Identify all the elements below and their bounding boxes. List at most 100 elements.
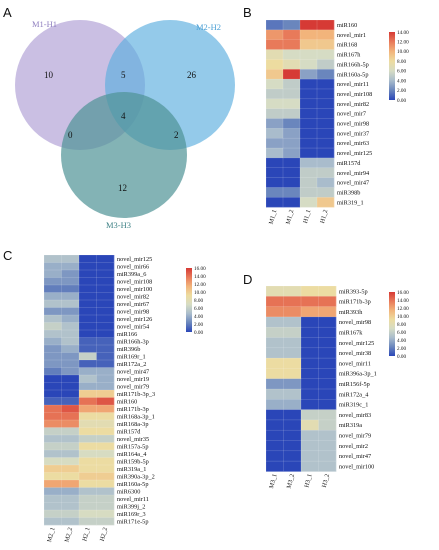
heatmap-c-color-legend (186, 268, 192, 332)
heatmap-d-cell (266, 430, 284, 441)
heatmap-b-cell (266, 29, 284, 40)
heatmap-d-legend-tick: 2.00 (397, 346, 406, 352)
heatmap-c-cell (61, 510, 80, 518)
heatmap-d-row-label: miR393-5p (339, 288, 368, 295)
heatmap-b-legend-tick: 6.00 (397, 69, 406, 75)
venn-label-m1-h1: M1-H1 (32, 19, 57, 29)
heatmap-d-legend-tick: 8.00 (397, 322, 406, 328)
heatmap-d-cell (318, 419, 337, 431)
heatmap-c-cell (61, 330, 80, 338)
heatmap-b-cell (317, 157, 335, 169)
heatmap-d-cell (318, 389, 337, 400)
heatmap-c-cell (79, 307, 97, 316)
heatmap-c-row-label: miR157d (117, 428, 141, 435)
heatmap-c-cell (44, 382, 62, 391)
heatmap-d-cell (266, 440, 284, 452)
heatmap-c-cell (61, 397, 80, 406)
heatmap-b-cell (300, 39, 318, 50)
heatmap-b: miR160 novel_mir1 miR168 miR167h miR166h-5p m… (265, 19, 409, 225)
heatmap-b-cell (266, 197, 284, 208)
heatmap-d-cell (301, 378, 319, 390)
heatmap-c-row-label: miR171b-3p (117, 406, 149, 413)
heatmap-b-cell (266, 49, 284, 60)
heatmap-d-cell (301, 440, 319, 452)
heatmap-c-cell (79, 360, 97, 368)
heatmap-c-row-label: miR169r_3 (117, 511, 146, 518)
heatmap-c-cell (96, 375, 115, 383)
heatmap-c-cell (44, 510, 62, 518)
venn-label-m2-h2: M2-H2 (196, 22, 221, 32)
heatmap-c-cell (61, 517, 80, 526)
heatmap-b-cell (266, 69, 284, 80)
heatmap-c-cell (44, 300, 62, 308)
heatmap-c-cell (96, 457, 115, 466)
heatmap-c-cell (79, 285, 97, 293)
heatmap-c-cell (79, 345, 97, 353)
heatmap-c-cell (96, 390, 115, 398)
heatmap-b-cell (317, 39, 335, 50)
heatmap-c-cell (44, 465, 62, 473)
heatmap-d-row-label: miR171b-3p (339, 299, 371, 306)
heatmap-c-cell (61, 487, 80, 496)
heatmap-d-cell (318, 368, 337, 379)
heatmap-d-cell (283, 296, 302, 307)
heatmap-c-cell (44, 255, 62, 263)
heatmap-b-row-label: novel_mir108 (337, 91, 372, 98)
heatmap-d-cell (266, 296, 284, 307)
heatmap-c-row-label: novel_mir67 (117, 301, 149, 308)
heatmap-c: novel_mir125novel_mir66miR399a_6novel_mi… (43, 254, 206, 543)
heatmap-d-cell (301, 286, 319, 297)
heatmap-c-cell (44, 292, 62, 301)
heatmap-b-row-label: novel_mir98 (337, 121, 369, 128)
heatmap-b-cell (266, 167, 284, 178)
heatmap-c-cell (96, 412, 115, 421)
heatmap-d-cell (283, 347, 302, 359)
heatmap-c-cell (44, 337, 62, 346)
heatmap-c-row-label: miR171b-3p_3 (117, 391, 155, 398)
heatmap-b-cell (300, 128, 318, 139)
panel-letter-a: A (3, 5, 12, 20)
heatmap-c-cell (61, 412, 80, 421)
heatmap-b-cell (283, 59, 301, 70)
heatmap-c-cell (79, 262, 97, 271)
heatmap-d-cell (283, 316, 302, 328)
heatmap-c-row-label: miR172a_2 (117, 361, 146, 368)
heatmap-c-row-label: miR168a-3p_1 (117, 413, 155, 420)
heatmap-c-cell (44, 457, 62, 466)
heatmap-c-cell (96, 315, 115, 323)
heatmap-b-column-label: H1_2 (319, 209, 329, 224)
heatmap-d-cell (301, 316, 319, 328)
heatmap-d-cell (266, 327, 284, 338)
heatmap-c-row-label: miR390a-3p_2 (117, 473, 155, 480)
heatmap-d-row-label: novel_mir47 (339, 453, 371, 460)
heatmap-b-row-label: novel_mir82 (337, 101, 369, 108)
heatmap-c-row-label: miR168a-3p (117, 421, 148, 428)
heatmap-d-cell (301, 306, 319, 318)
heatmap-c-cell (44, 322, 62, 331)
heatmap-b-row-label: novel_mir47 (337, 180, 369, 187)
heatmap-b-row-label: miR160a-5p (337, 71, 368, 78)
heatmap-b-cell (266, 88, 284, 100)
venn-count-m1-only: 10 (44, 70, 54, 80)
heatmap-c-cell (44, 480, 62, 488)
heatmap-c-cell (61, 427, 80, 436)
heatmap-d-color-legend (389, 292, 395, 356)
heatmap-d-row-label: novel_mir79 (339, 432, 371, 439)
heatmap-c-cell (96, 442, 115, 451)
heatmap-c-cell (61, 375, 80, 383)
heatmap-c-cell (44, 270, 62, 278)
heatmap-c-cell (79, 367, 97, 376)
heatmap-c-cell (96, 495, 115, 503)
heatmap-d-legend-tick: 6.00 (397, 330, 406, 336)
heatmap-c-cell (96, 322, 115, 331)
heatmap-c-row-label: miR169r_1 (117, 353, 146, 360)
heatmap-b-cell (283, 167, 301, 178)
heatmap-b-cell (317, 20, 335, 31)
heatmap-b-cell (300, 197, 318, 208)
heatmap-c-cell (44, 375, 62, 383)
heatmap-c-cell (79, 382, 97, 391)
heatmap-c-row-label: miR157a-5p (117, 443, 148, 450)
panel-b: B miR160 novel_mir1 miR168 miR167h miR166h-5… (243, 5, 409, 225)
heatmap-c-cell (44, 435, 62, 443)
